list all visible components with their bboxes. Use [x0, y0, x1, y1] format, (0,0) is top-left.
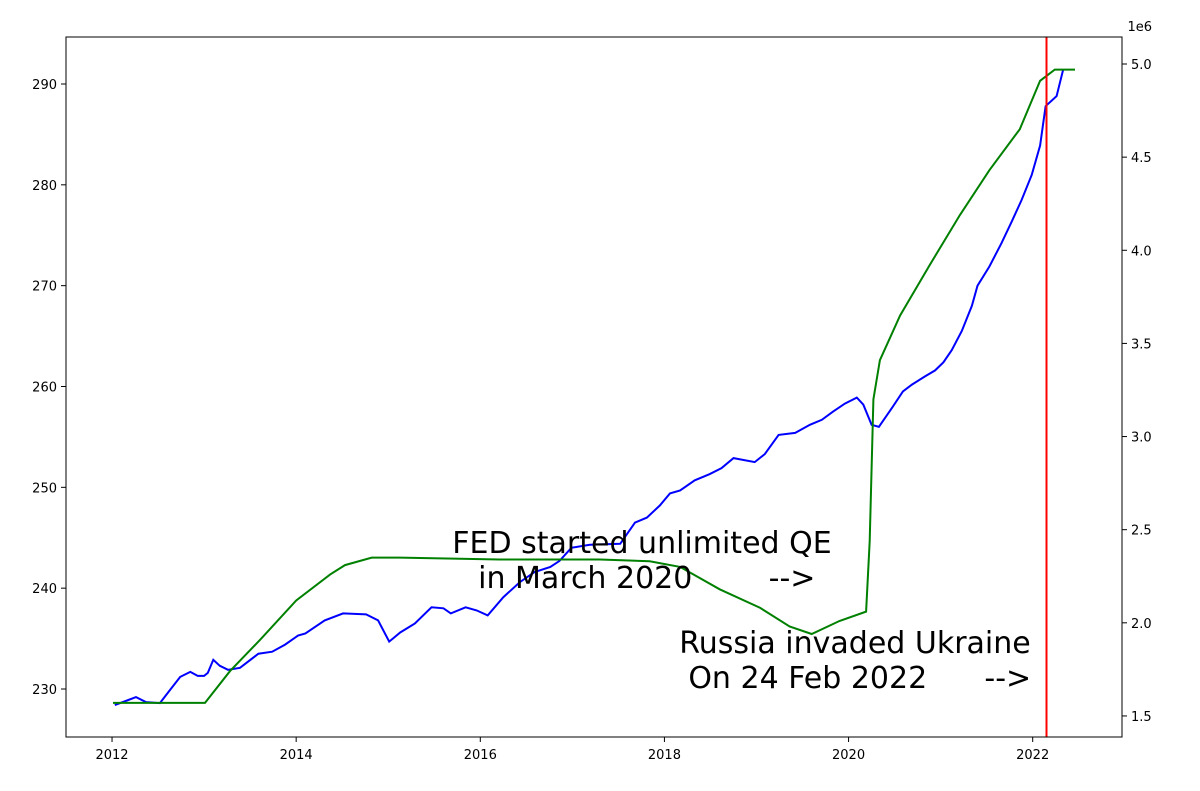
series-line [113, 68, 1075, 704]
annotation-line: Russia invaded Ukraine [679, 626, 1030, 661]
x-tick-label: 2022 [1016, 748, 1049, 763]
y-tick-label: 240 [32, 582, 57, 597]
y2-tick-label: 5.0 [1131, 58, 1152, 73]
y2-tick-label: 4.5 [1131, 151, 1152, 166]
x-tick-label: 2014 [280, 748, 313, 763]
x-tick-label: 2020 [832, 748, 865, 763]
x-tick-label: 2016 [464, 748, 497, 763]
annotation: FED started unlimited QE in March 2020 -… [452, 526, 831, 596]
x-tick-label: 2012 [95, 748, 128, 763]
series-line [114, 69, 1065, 707]
y2-tick-label: 2.5 [1131, 524, 1152, 539]
y-tick-label: 280 [32, 179, 57, 194]
x-tick-label: 2018 [648, 748, 681, 763]
y2-tick-label: 4.0 [1131, 244, 1152, 259]
y-tick-label: 250 [32, 481, 57, 496]
y-tick-label: 290 [32, 78, 57, 93]
y2-tick-label: 1.5 [1131, 710, 1152, 725]
plot-frame [65, 36, 1123, 738]
annotation-line: FED started unlimited QE [452, 526, 831, 561]
annotation: Russia invaded Ukraine On 24 Feb 2022 --… [679, 626, 1031, 696]
y-tick-label: 270 [32, 280, 57, 295]
y2-tick-label: 2.0 [1131, 617, 1152, 632]
y2-tick-label: 3.5 [1131, 337, 1152, 352]
y-tick-label: 230 [32, 683, 57, 698]
annotation-line: On 24 Feb 2022 --> [679, 661, 1031, 696]
y2-tick-label: 3.0 [1131, 431, 1152, 446]
y-tick-label: 260 [32, 380, 57, 395]
annotation-line: in March 2020 --> [469, 561, 816, 596]
y2-offset-label: 1e6 [1127, 20, 1152, 35]
